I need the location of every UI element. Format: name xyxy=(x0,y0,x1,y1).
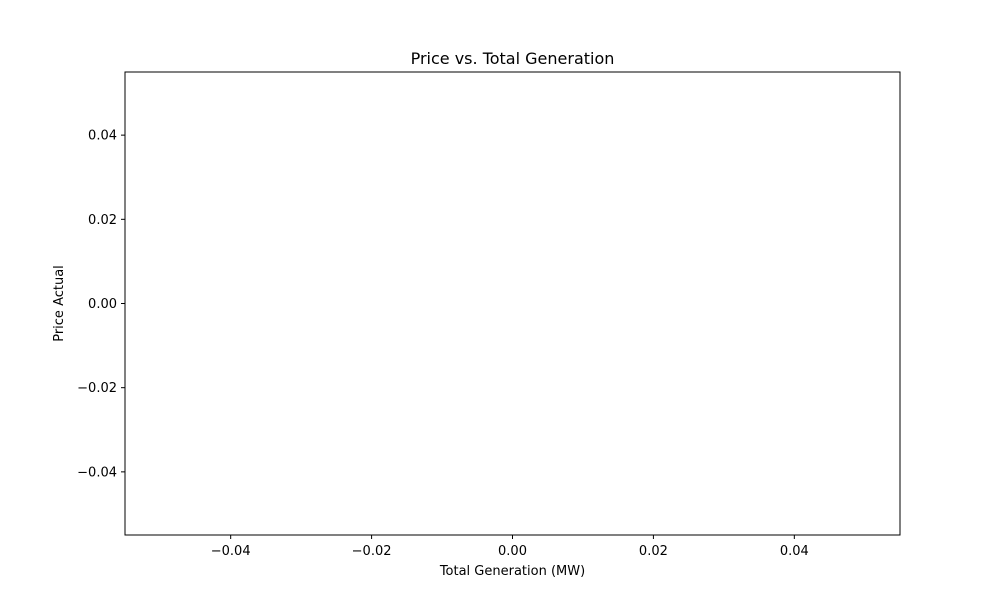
y-tick-label: 0.02 xyxy=(88,213,117,228)
x-axis-ticks: −0.04 −0.02 0.00 0.02 0.04 xyxy=(211,535,809,559)
chart-title: Price vs. Total Generation xyxy=(411,49,615,68)
x-tick-label: 0.02 xyxy=(639,544,668,559)
y-tick-label: −0.02 xyxy=(77,381,117,396)
y-axis-ticks: −0.04 −0.02 0.00 0.02 0.04 xyxy=(77,129,125,480)
x-tick-label: 0.00 xyxy=(498,544,527,559)
y-tick-label: −0.04 xyxy=(77,465,117,480)
x-axis-label: Total Generation (MW) xyxy=(439,564,585,579)
y-tick-label: 0.04 xyxy=(88,129,117,144)
y-tick-label: 0.00 xyxy=(88,297,117,312)
y-axis-label: Price Actual xyxy=(52,265,67,342)
x-tick-label: 0.04 xyxy=(780,544,809,559)
plot-area-frame xyxy=(124,71,901,536)
x-tick-label: −0.02 xyxy=(352,544,392,559)
x-tick-label: −0.04 xyxy=(211,544,251,559)
